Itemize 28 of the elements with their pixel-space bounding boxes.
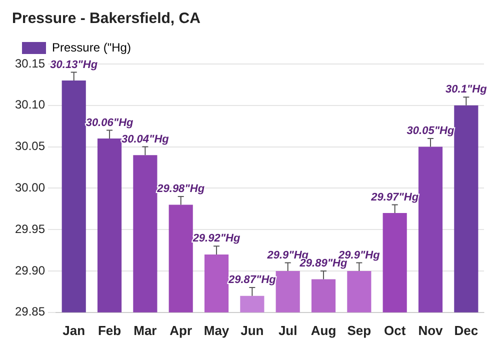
y-tick-label: 29.95 <box>15 222 46 236</box>
x-tick-label: Aug <box>310 322 336 338</box>
data-label: 30.06"Hg <box>86 116 134 129</box>
y-tick-label: 30.15 <box>15 56 46 70</box>
x-tick-label: Jun <box>240 322 264 338</box>
data-label: 29.98"Hg <box>156 183 205 196</box>
y-tick-label: 30.10 <box>15 98 46 112</box>
y-tick-label: 30.00 <box>15 180 46 195</box>
x-tick-label: Mar <box>134 322 157 338</box>
x-tick-label: Apr <box>170 322 192 338</box>
x-tick-label: Jan <box>62 322 86 338</box>
y-tick-label: 29.85 <box>15 304 46 319</box>
x-tick-label: May <box>204 322 230 338</box>
y-tick-label: 30.05 <box>15 139 46 154</box>
data-label: 30.04"Hg <box>121 133 170 146</box>
y-tick-label: 29.90 <box>15 263 46 278</box>
x-tick-label: Jul <box>278 322 298 338</box>
data-label: 30.05"Hg <box>406 125 454 138</box>
chart-title: Pressure - Bakersfield, CA <box>12 10 201 28</box>
x-tick-label: Nov <box>418 322 444 338</box>
x-tick-label: Sep <box>347 322 372 338</box>
data-label: 30.1"Hg <box>446 84 488 96</box>
x-tick-label: Dec <box>454 322 478 338</box>
data-label: 30.13"Hg <box>50 58 98 71</box>
x-tick-label: Feb <box>98 322 122 338</box>
legend-label: Pressure ("Hg) <box>52 40 131 54</box>
x-tick-label: Oct <box>384 322 406 338</box>
data-label: 29.97"Hg <box>370 191 419 204</box>
